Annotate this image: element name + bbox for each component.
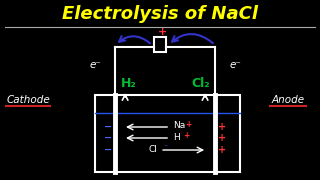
Text: Cathode: Cathode bbox=[6, 95, 50, 105]
Text: Cl: Cl bbox=[148, 145, 157, 154]
Text: e⁻: e⁻ bbox=[89, 60, 101, 70]
Text: −: − bbox=[104, 145, 112, 155]
Text: Na: Na bbox=[173, 122, 185, 130]
Text: +: + bbox=[218, 122, 226, 132]
Text: +: + bbox=[185, 120, 191, 129]
Text: ⁻: ⁻ bbox=[163, 143, 167, 152]
Text: +: + bbox=[218, 133, 226, 143]
Text: Cl₂: Cl₂ bbox=[192, 76, 210, 89]
Text: Anode: Anode bbox=[271, 95, 305, 105]
Bar bbox=[95, 95, 240, 172]
Text: +: + bbox=[183, 130, 189, 140]
Text: +: + bbox=[218, 145, 226, 155]
Text: e⁻: e⁻ bbox=[229, 60, 241, 70]
Text: −: − bbox=[104, 133, 112, 143]
Text: H₂: H₂ bbox=[121, 76, 137, 89]
Bar bbox=[154, 37, 166, 52]
Text: H: H bbox=[173, 132, 180, 141]
Text: Electrolysis of NaCl: Electrolysis of NaCl bbox=[62, 5, 258, 23]
Text: −: − bbox=[104, 122, 112, 132]
Text: +: + bbox=[157, 27, 167, 37]
